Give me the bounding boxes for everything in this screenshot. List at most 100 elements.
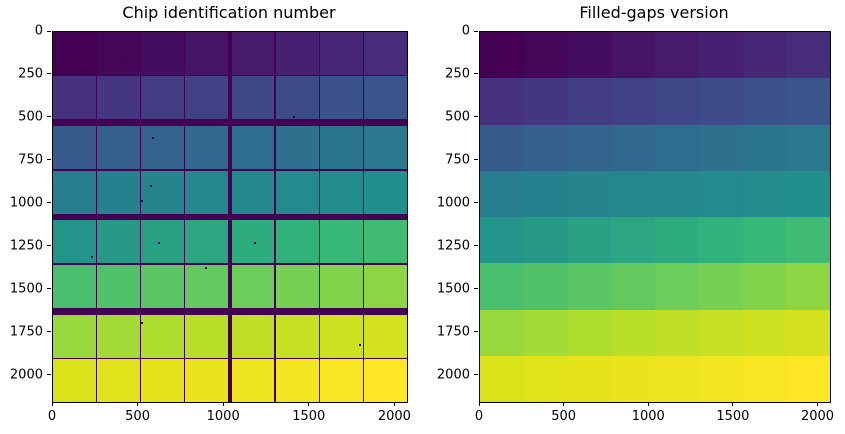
heatmap-cell bbox=[742, 124, 787, 171]
heatmap-cell bbox=[698, 170, 743, 217]
heatmap-cell bbox=[567, 355, 612, 402]
heatmap-cell bbox=[480, 170, 524, 217]
defect-pixel bbox=[358, 343, 361, 346]
heatmap-cell bbox=[53, 220, 96, 264]
heatmap-cell bbox=[231, 220, 275, 264]
x-tick-label: 0 bbox=[47, 409, 57, 424]
heatmap-cell bbox=[742, 263, 787, 310]
heatmap-cell bbox=[523, 263, 568, 310]
heatmap-cell bbox=[480, 32, 524, 79]
defect-pixel bbox=[205, 267, 208, 270]
heatmap-cell bbox=[141, 126, 185, 170]
y-tick-label: 1750 bbox=[9, 324, 43, 340]
heatmap-cell bbox=[275, 32, 319, 75]
heatmap-cell bbox=[523, 78, 568, 125]
heatmap-cell bbox=[364, 76, 407, 120]
heatmap-cell bbox=[786, 170, 830, 217]
heatmap-cell bbox=[185, 220, 229, 264]
heatmap-cell bbox=[231, 32, 275, 75]
heatmap-cell bbox=[655, 309, 699, 356]
y-tick-label: 0 bbox=[34, 23, 43, 39]
heatmap-cell bbox=[523, 124, 568, 171]
heatmap-cell bbox=[320, 359, 363, 402]
heatmap-cell bbox=[320, 126, 363, 170]
heatmap-cell bbox=[480, 355, 524, 402]
heatmap-filled-gaps bbox=[479, 31, 831, 403]
heatmap-cell bbox=[655, 78, 699, 125]
y-tick-mark bbox=[474, 30, 478, 32]
y-tick-label: 1750 bbox=[436, 324, 470, 340]
x-tick-mark bbox=[816, 402, 818, 406]
heatmap-cell bbox=[141, 76, 185, 120]
heatmap-cell bbox=[231, 264, 275, 308]
y-tick-mark bbox=[47, 30, 51, 32]
y-tick-mark bbox=[47, 73, 51, 75]
heatmap-cell bbox=[53, 76, 96, 120]
defect-pixel bbox=[292, 115, 295, 118]
heatmap-cell bbox=[275, 220, 319, 264]
heatmap-cell bbox=[698, 355, 743, 402]
heatmap-cell bbox=[611, 32, 655, 79]
heatmap-cell bbox=[523, 355, 568, 402]
heatmap-cell bbox=[53, 314, 96, 358]
y-tick-label: 1500 bbox=[436, 281, 470, 297]
defect-pixel bbox=[157, 241, 160, 244]
y-tick-mark bbox=[47, 116, 51, 118]
heatmap-cell bbox=[320, 314, 363, 358]
x-tick-label: 1000 bbox=[631, 409, 665, 424]
y-tick-label: 2000 bbox=[9, 367, 43, 383]
heatmap-cell bbox=[141, 264, 185, 308]
heatmap-cell bbox=[480, 78, 524, 125]
heatmap-cell bbox=[742, 32, 787, 79]
heatmap-cell bbox=[97, 170, 140, 214]
x-tick-label: 2000 bbox=[800, 409, 835, 424]
heatmap-cell bbox=[698, 78, 743, 125]
heatmap-cell bbox=[364, 220, 407, 264]
y-tick-label: 250 bbox=[445, 66, 470, 82]
heatmap-cell bbox=[141, 220, 185, 264]
x-tick-label: 1000 bbox=[206, 409, 240, 424]
heatmap-cell bbox=[698, 124, 743, 171]
heatmap-cell bbox=[567, 170, 612, 217]
heatmap-cell bbox=[185, 170, 229, 214]
x-tick-label: 1500 bbox=[292, 409, 326, 424]
x-tick-label: 2000 bbox=[377, 409, 411, 424]
heatmap-cell bbox=[97, 220, 140, 264]
heatmap-cell bbox=[655, 32, 699, 79]
heatmap-cell bbox=[364, 264, 407, 308]
heatmap-cell bbox=[523, 309, 568, 356]
heatmap-cell bbox=[655, 263, 699, 310]
heatmap-cell bbox=[480, 124, 524, 171]
heatmap-cell bbox=[141, 359, 185, 402]
heatmap-cell bbox=[567, 309, 612, 356]
heatmap-cell bbox=[786, 263, 830, 310]
heatmap-cell bbox=[141, 314, 185, 358]
heatmap-cell bbox=[698, 217, 743, 264]
heatmap-cell bbox=[567, 32, 612, 79]
heatmap-cell bbox=[567, 263, 612, 310]
heatmap-cell bbox=[480, 309, 524, 356]
heatmap-cell bbox=[742, 355, 787, 402]
heatmap-cell bbox=[185, 359, 229, 402]
defect-pixel bbox=[90, 255, 93, 258]
heatmap-cell bbox=[480, 217, 524, 264]
y-tick-mark bbox=[474, 288, 478, 290]
heatmap-cell bbox=[231, 314, 275, 358]
heatmap-cell bbox=[97, 126, 140, 170]
y-tick-mark bbox=[47, 202, 51, 204]
heatmap-cell bbox=[53, 126, 96, 170]
y-tick-mark bbox=[47, 331, 51, 333]
x-tick-mark bbox=[137, 402, 139, 406]
heatmap-cell bbox=[786, 309, 830, 356]
y-tick-label: 750 bbox=[445, 152, 470, 168]
y-tick-label: 1000 bbox=[436, 195, 470, 211]
y-tick-label: 1250 bbox=[436, 238, 470, 254]
heatmap-cell bbox=[655, 355, 699, 402]
defect-pixel bbox=[141, 200, 144, 203]
heatmap-cell bbox=[185, 32, 229, 75]
y-tick-label: 1250 bbox=[9, 238, 43, 254]
heatmap-cell bbox=[320, 76, 363, 120]
x-tick-mark bbox=[308, 402, 310, 406]
heatmap-cell bbox=[97, 264, 140, 308]
